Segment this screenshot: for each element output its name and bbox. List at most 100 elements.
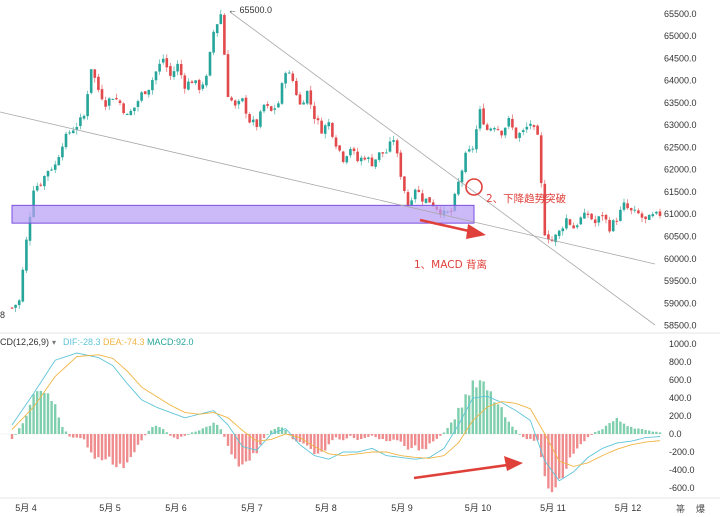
candle-body bbox=[251, 119, 255, 123]
macd-bar bbox=[158, 427, 161, 434]
macd-bar bbox=[100, 434, 104, 461]
candle-body bbox=[223, 14, 226, 55]
macd-bar bbox=[403, 434, 406, 446]
time-tick-label: 5月 4 bbox=[15, 503, 37, 513]
macd-bar bbox=[284, 429, 287, 434]
macd-bar bbox=[68, 434, 71, 437]
time-tick-label: 5月 11 bbox=[540, 503, 566, 513]
macd-bar bbox=[57, 417, 60, 434]
macd-bar bbox=[255, 434, 258, 454]
candle-body bbox=[518, 133, 521, 138]
macd-legend-dea: DEA:-74.3 bbox=[103, 337, 145, 347]
candle-body bbox=[313, 105, 316, 119]
macd-bar bbox=[36, 391, 39, 434]
macd-bar bbox=[219, 429, 222, 434]
macd-bar bbox=[324, 434, 327, 451]
candle-body bbox=[233, 100, 237, 106]
candle-body bbox=[61, 146, 64, 158]
macd-bar bbox=[460, 407, 464, 434]
corner-icon-b[interactable]: 爆 bbox=[696, 503, 705, 515]
candle-body bbox=[280, 83, 284, 104]
candle-body bbox=[320, 120, 323, 134]
macd-bar bbox=[43, 392, 46, 434]
macd-bar bbox=[309, 434, 312, 449]
corner-icon-a[interactable]: 箒 bbox=[676, 503, 685, 515]
candle-body bbox=[133, 107, 136, 112]
macd-bar bbox=[252, 434, 255, 454]
macd-bar bbox=[187, 434, 190, 435]
candle-body bbox=[640, 213, 644, 218]
candle-body bbox=[104, 100, 107, 107]
macd-bar bbox=[532, 434, 536, 441]
macd-tick-label: -200.0 bbox=[669, 447, 695, 457]
candle-body bbox=[21, 269, 25, 302]
toolbar-corner[interactable]: 箒 爆 bbox=[676, 503, 705, 515]
macd-bar bbox=[360, 434, 363, 440]
macd-bar bbox=[248, 434, 251, 461]
high-label: ← 65500.0 bbox=[228, 5, 272, 15]
candle-body bbox=[71, 130, 75, 134]
macd-bar bbox=[388, 434, 392, 442]
macd-bar bbox=[543, 434, 546, 477]
candle-body bbox=[586, 213, 590, 215]
macd-bar bbox=[273, 428, 276, 434]
candle-body bbox=[298, 94, 302, 105]
candle-body bbox=[64, 133, 68, 148]
macd-bar bbox=[104, 434, 107, 460]
macd-legend-dif: DIF:-28.3 bbox=[63, 337, 101, 347]
candle-body bbox=[385, 152, 388, 154]
macd-bar bbox=[651, 431, 654, 434]
macd-bar bbox=[486, 390, 489, 434]
divergence-arrowhead bbox=[466, 224, 486, 239]
candle-body bbox=[205, 75, 208, 86]
macd-bar bbox=[90, 434, 93, 453]
candle-body bbox=[169, 66, 172, 76]
macd-bar bbox=[471, 380, 474, 434]
candle-body bbox=[460, 170, 464, 183]
price-tick-label: 60500.0 bbox=[664, 232, 697, 242]
candle-body bbox=[478, 109, 482, 129]
macd-bar bbox=[435, 434, 438, 439]
macd-bar bbox=[421, 434, 424, 449]
macd-bar bbox=[655, 431, 658, 434]
annotation-breakout: 2、下降趋势突破 bbox=[486, 192, 567, 205]
candle-body bbox=[111, 98, 115, 100]
macd-bar bbox=[352, 434, 356, 439]
annotation-divergence: 1、MACD 背离 bbox=[414, 258, 487, 271]
candle-body bbox=[158, 63, 161, 72]
grid bbox=[0, 332, 720, 499]
macd-bar bbox=[223, 434, 226, 437]
candle-body bbox=[637, 210, 640, 214]
candle-body bbox=[266, 104, 269, 106]
candle-body bbox=[403, 176, 406, 192]
candle-body bbox=[190, 81, 194, 84]
macd-bar bbox=[129, 434, 132, 458]
candle-body bbox=[107, 98, 111, 106]
macd-bar bbox=[111, 434, 114, 465]
macd-bar bbox=[518, 434, 521, 435]
candle-body bbox=[392, 140, 395, 142]
macd-bar bbox=[280, 427, 284, 434]
macd-bar bbox=[169, 434, 172, 436]
candle-body bbox=[507, 118, 511, 127]
candle-body bbox=[10, 307, 14, 309]
macd-bar bbox=[356, 434, 359, 440]
descending-trendline-2 bbox=[229, 11, 656, 326]
time-axis: 5月 4 5月 5 5月 6 5月 7 5月 8 5月 9 5月 10 5月 11 5月 12 bbox=[15, 503, 641, 513]
candle-body bbox=[140, 92, 143, 101]
macd-bar bbox=[468, 395, 471, 434]
candle-body bbox=[194, 80, 197, 84]
price-axis: 65500.0 65000.0 64500.0 64000.0 63500.0 63000… bbox=[664, 9, 697, 331]
candle-body bbox=[197, 79, 201, 90]
candle-body bbox=[352, 148, 356, 152]
candle-body bbox=[658, 211, 662, 216]
candle-body bbox=[14, 304, 17, 308]
divergence-arrowhead-macd bbox=[504, 456, 523, 471]
candle-body bbox=[291, 73, 295, 81]
macd-bar bbox=[136, 434, 140, 445]
macd-bar bbox=[205, 426, 208, 434]
macd-bar bbox=[97, 434, 100, 458]
macd-bar bbox=[576, 434, 579, 449]
candle-body bbox=[424, 198, 428, 203]
macd-bar bbox=[392, 434, 395, 440]
